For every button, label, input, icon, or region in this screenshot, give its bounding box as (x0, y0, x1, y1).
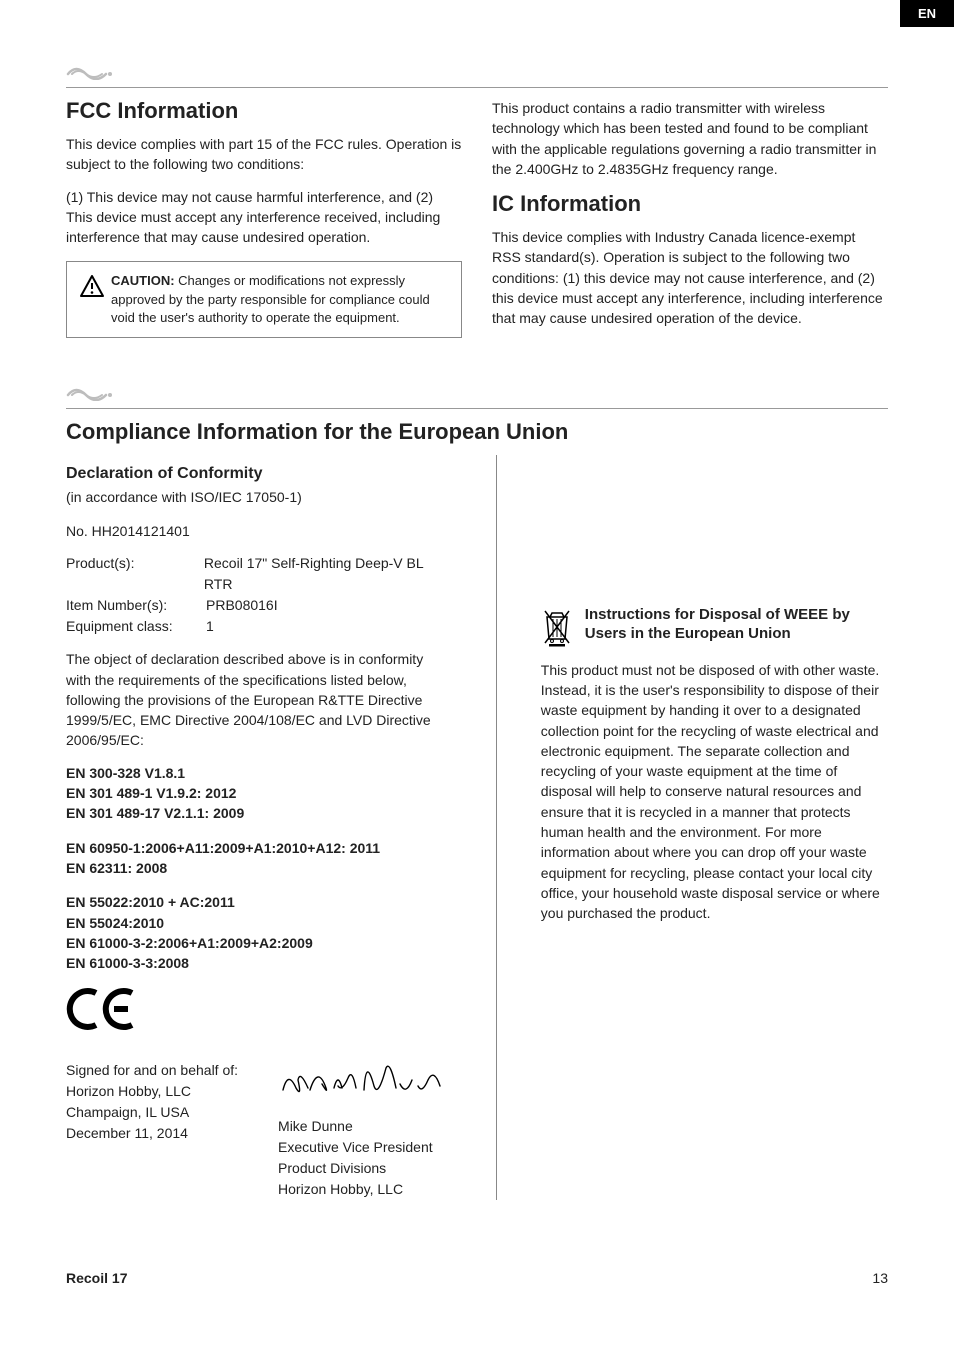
signed-for-block: Signed for and on behalf of: Horizon Hob… (66, 1060, 238, 1200)
product-row-value: Recoil 17" Self-Righting Deep-V BL RTR (204, 553, 452, 595)
wave-decoration-icon (66, 381, 116, 401)
product-table-row: Product(s):Recoil 17" Self-Righting Deep… (66, 553, 452, 595)
weee-bin-icon (541, 607, 573, 650)
doc-subtitle: (in accordance with ISO/IEC 17050-1) (66, 487, 452, 507)
caution-text: CAUTION: Changes or modifications not ex… (111, 272, 449, 327)
caution-label: CAUTION: (111, 273, 175, 288)
section-divider (66, 87, 888, 88)
standards-block-1: EN 300-328 V1.8.1 EN 301 489-1 V1.9.2: 2… (66, 763, 452, 824)
product-table-row: Item Number(s):PRB08016I (66, 595, 452, 616)
section-2: Compliance Information for the European … (66, 381, 888, 1201)
language-tab: EN (900, 0, 954, 27)
signer-text: Mike Dunne Executive Vice President Prod… (278, 1116, 448, 1200)
product-row-label: Item Number(s): (66, 595, 206, 616)
weee-title: Instructions for Disposal of WEEE by Use… (585, 605, 888, 644)
fcc-paragraph-1: This device complies with part 15 of the… (66, 134, 462, 175)
product-row-label: Product(s): (66, 553, 204, 595)
declaration-column: Declaration of Conformity (in accordance… (66, 455, 452, 1201)
ic-column: This product contains a radio transmitte… (492, 98, 888, 341)
ce-mark-icon (66, 987, 452, 1042)
caution-box: CAUTION: Changes or modifications not ex… (66, 261, 462, 338)
weee-paragraph: This product must not be disposed of wit… (541, 660, 888, 924)
fcc-column: FCC Information This device complies wit… (66, 98, 462, 341)
product-table-row: Equipment class:1 (66, 616, 452, 637)
footer-title: Recoil 17 (66, 1270, 127, 1286)
wave-decoration-icon (66, 60, 116, 80)
fcc-ic-columns: FCC Information This device complies wit… (66, 98, 888, 341)
product-table: Product(s):Recoil 17" Self-Righting Deep… (66, 553, 452, 637)
fcc-paragraph-2: (1) This device may not cause harmful in… (66, 187, 462, 248)
standards-block-2: EN 60950-1:2006+A11:2009+A1:2010+A12: 20… (66, 838, 452, 879)
weee-header: Instructions for Disposal of WEEE by Use… (541, 605, 888, 650)
standards-block-3: EN 55022:2010 + AC:2011 EN 55024:2010 EN… (66, 892, 452, 973)
weee-column: Instructions for Disposal of WEEE by Use… (541, 455, 888, 1201)
doc-number: No. HH2014121401 (66, 521, 452, 541)
vertical-divider (496, 455, 497, 1201)
signer-block: Mike Dunne Executive Vice President Prod… (278, 1060, 448, 1200)
page-footer: Recoil 17 13 (66, 1270, 888, 1286)
product-row-value: 1 (206, 616, 214, 637)
fcc-heading: FCC Information (66, 98, 462, 124)
section-divider (66, 408, 888, 409)
ic-heading: IC Information (492, 191, 888, 217)
conformity-paragraph: The object of declaration described abov… (66, 649, 452, 750)
signature-columns: Signed for and on behalf of: Horizon Hob… (66, 1060, 452, 1200)
ic-paragraph: This device complies with Industry Canad… (492, 227, 888, 328)
product-row-value: PRB08016I (206, 595, 278, 616)
eu-columns: Declaration of Conformity (in accordance… (66, 455, 888, 1201)
radio-paragraph: This product contains a radio transmitte… (492, 98, 888, 179)
page-content: FCC Information This device complies wit… (0, 0, 954, 1200)
doc-heading: Declaration of Conformity (66, 465, 452, 483)
signature-icon (278, 1060, 448, 1110)
product-row-label: Equipment class: (66, 616, 206, 637)
warning-icon (79, 274, 105, 303)
page-number: 13 (872, 1270, 888, 1286)
eu-heading: Compliance Information for the European … (66, 419, 888, 445)
